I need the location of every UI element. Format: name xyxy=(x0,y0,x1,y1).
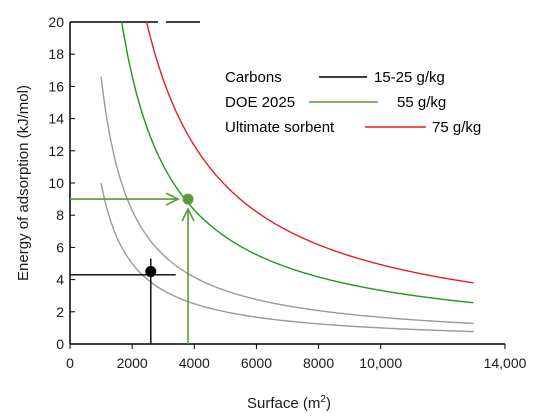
doe-horizontal-arrowhead xyxy=(165,192,180,206)
y-tick-label: 2 xyxy=(56,304,64,320)
y-tick-label: 12 xyxy=(48,143,64,159)
y-tick-label: 14 xyxy=(48,111,64,127)
legend-value: 75 g/kg xyxy=(432,119,481,136)
x-tick-label: 4000 xyxy=(179,355,210,371)
y-tick-label: 18 xyxy=(48,46,64,62)
y-tick-label: 0 xyxy=(56,336,64,352)
y-tick-label: 8 xyxy=(56,207,64,223)
curves xyxy=(100,21,474,333)
legend: Carbons 15-25 g/kg DOE 2025 55 g/kg Ultimate… xyxy=(225,69,481,136)
y-axis-ticks: 0 2 4 6 8 10 12 14 16 18 20 xyxy=(48,14,75,352)
y-tick-label: 10 xyxy=(48,175,64,191)
series-line xyxy=(145,21,474,284)
data-point xyxy=(145,266,157,278)
x-axis-title: Surface (m2) xyxy=(247,394,331,412)
x-tick-label: 0 xyxy=(66,355,74,371)
x-tick-label: 2000 xyxy=(117,355,148,371)
y-tick-label: 16 xyxy=(48,78,64,94)
y-tick-label: 4 xyxy=(56,272,64,288)
x-tick-label: 10,000 xyxy=(359,355,402,371)
series-line xyxy=(100,182,474,333)
legend-value: 55 g/kg xyxy=(397,94,446,111)
legend-label: Carbons xyxy=(225,69,282,86)
x-tick-label: 8000 xyxy=(303,355,334,371)
y-axis-title: Energy of adsorption (kJ/mol) xyxy=(15,85,32,281)
series-line xyxy=(100,76,474,325)
legend-label: DOE 2025 xyxy=(225,94,295,111)
data-point xyxy=(182,193,194,205)
series-line xyxy=(121,21,474,304)
legend-value: 15-25 g/kg xyxy=(374,69,445,86)
data-points xyxy=(145,193,194,278)
doe-vertical-arrowhead xyxy=(181,207,195,222)
x-tick-label: 6000 xyxy=(241,355,272,371)
y-tick-label: 6 xyxy=(56,239,64,255)
y-tick-label: 20 xyxy=(48,14,64,30)
legend-label: Ultimate sorbent xyxy=(225,119,335,136)
x-tick-label: 14,000 xyxy=(484,355,527,371)
x-axis-ticks: 0 2000 4000 6000 8000 10,000 14,000 xyxy=(66,344,527,371)
guide-lines xyxy=(70,192,195,344)
